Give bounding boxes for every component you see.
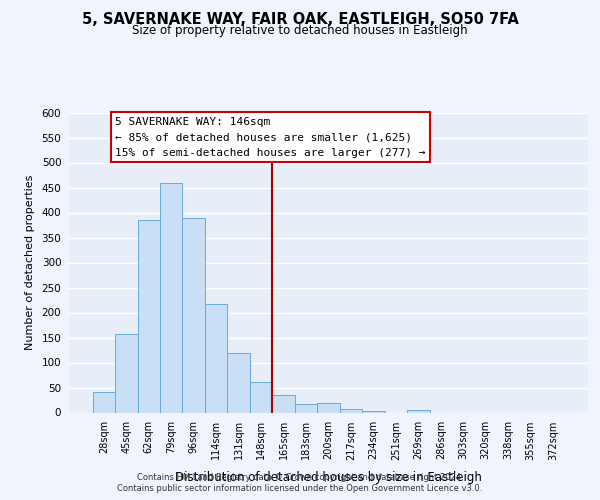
Text: 5, SAVERNAKE WAY, FAIR OAK, EASTLEIGH, SO50 7FA: 5, SAVERNAKE WAY, FAIR OAK, EASTLEIGH, S… <box>82 12 518 28</box>
Bar <box>407 410 430 412</box>
Text: Size of property relative to detached houses in Eastleigh: Size of property relative to detached ho… <box>132 24 468 37</box>
Text: Contains public sector information licensed under the Open Government Licence v3: Contains public sector information licen… <box>118 484 482 493</box>
Bar <box>317 402 340 412</box>
Bar <box>272 395 295 412</box>
Text: Contains HM Land Registry data © Crown copyright and database right 2024.: Contains HM Land Registry data © Crown c… <box>137 472 463 482</box>
Bar <box>295 404 317 412</box>
Bar <box>227 352 250 412</box>
Bar <box>92 392 115 412</box>
Bar <box>182 218 205 412</box>
Bar <box>160 182 182 412</box>
Bar <box>250 382 272 412</box>
Bar <box>205 304 227 412</box>
Bar <box>115 334 137 412</box>
Bar <box>340 408 362 412</box>
Bar <box>362 411 385 412</box>
Text: 5 SAVERNAKE WAY: 146sqm
← 85% of detached houses are smaller (1,625)
15% of semi: 5 SAVERNAKE WAY: 146sqm ← 85% of detache… <box>115 116 425 158</box>
X-axis label: Distribution of detached houses by size in Eastleigh: Distribution of detached houses by size … <box>175 470 482 484</box>
Bar <box>137 220 160 412</box>
Y-axis label: Number of detached properties: Number of detached properties <box>25 175 35 350</box>
